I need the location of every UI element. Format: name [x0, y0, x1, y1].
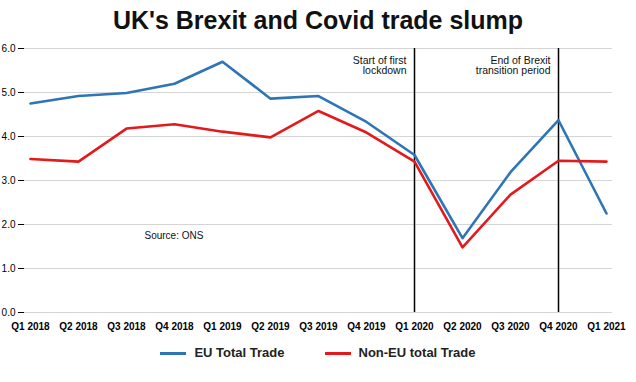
svg-text:6.0: 6.0	[2, 43, 16, 54]
svg-text:Q4 2020: Q4 2020	[539, 321, 578, 332]
svg-text:1.0: 1.0	[2, 263, 16, 274]
svg-text:Q3 2018: Q3 2018	[107, 321, 146, 332]
svg-text:2.0: 2.0	[2, 219, 16, 230]
svg-text:Q1 2021: Q1 2021	[587, 321, 626, 332]
svg-text:3.0: 3.0	[2, 175, 16, 186]
html-text:EU Total Trade: EU Total Trade	[194, 344, 285, 360]
html-text:UK's Brexit and Covid trade sl: UK's Brexit and Covid trade slump	[112, 6, 524, 34]
svg-text:Q1 2020: Q1 2020	[395, 321, 434, 332]
svg-text:Q2 2019: Q2 2019	[251, 321, 290, 332]
html-text:Non-EU total Trade: Non-EU total Trade	[358, 344, 476, 360]
svg-text:Q2 2018: Q2 2018	[59, 321, 98, 332]
svg-text:Q4 2018: Q4 2018	[155, 321, 194, 332]
svg-text:End of Brexittransition period: End of Brexittransition period	[476, 54, 551, 77]
svg-text:Start of firstlockdown: Start of firstlockdown	[353, 54, 407, 77]
svg-text:Q1 2019: Q1 2019	[203, 321, 242, 332]
svg-text:Source: ONS: Source: ONS	[145, 230, 204, 241]
svg-text:Q3 2019: Q3 2019	[299, 321, 338, 332]
svg-text:0.0: 0.0	[2, 307, 16, 318]
svg-text:Q3 2020: Q3 2020	[491, 321, 530, 332]
svg-text:Q2 2020: Q2 2020	[443, 321, 482, 332]
svg-text:5.0: 5.0	[2, 87, 16, 98]
svg-text:4.0: 4.0	[2, 131, 16, 142]
svg-text:Q1 2018: Q1 2018	[11, 321, 50, 332]
svg-text:Q4 2019: Q4 2019	[347, 321, 386, 332]
